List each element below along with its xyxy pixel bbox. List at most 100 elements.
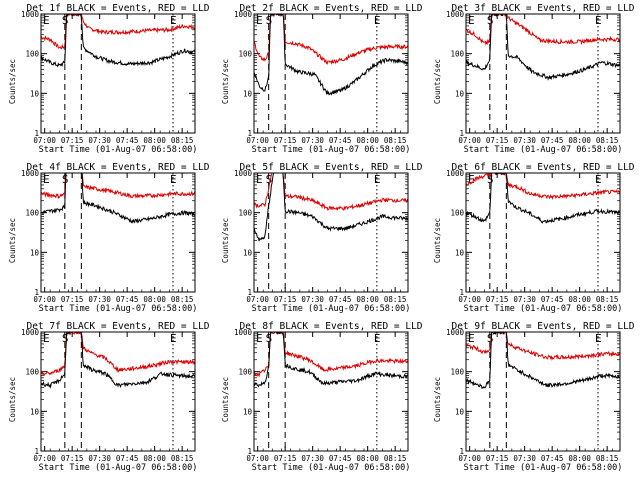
y-tick-label: 10 bbox=[30, 89, 40, 98]
y-axis-label: Counts/sec bbox=[8, 218, 17, 263]
panel-1: Det 1f BLACK = Events, RED = LLD 1 10 100 10… bbox=[8, 3, 210, 155]
x-tick-label: 08:15 bbox=[596, 295, 619, 304]
x-tick-label: 07:15 bbox=[486, 454, 509, 463]
panel-title-detector: Det 8f bbox=[239, 321, 273, 332]
panel-title: Det 7f BLACK = Events, RED = LLD bbox=[26, 321, 209, 332]
panel-title-detector: Det 9f bbox=[451, 321, 485, 332]
y-tick-label: 1 bbox=[247, 129, 252, 138]
x-axis-label: Start Time (01-Aug-07 06:58:00) bbox=[252, 304, 411, 314]
e-end-marker-label: E bbox=[595, 14, 602, 27]
plot-area bbox=[41, 332, 195, 389]
plot-area bbox=[466, 332, 620, 390]
y-tick-label: 10 bbox=[30, 407, 40, 416]
x-tick-label: 07:45 bbox=[116, 454, 139, 463]
plot-frame bbox=[40, 13, 196, 134]
y-tick-label: 1000 bbox=[21, 328, 40, 337]
y-tick-label: 1 bbox=[459, 288, 464, 297]
y-tick-label: 1 bbox=[459, 129, 464, 138]
events-series-line bbox=[466, 173, 620, 224]
y-axis-label: Counts/sec bbox=[221, 377, 230, 422]
e-start-marker-label: E bbox=[43, 14, 50, 27]
panel-title-legend: BLACK = Events, RED = LLD bbox=[61, 162, 210, 173]
x-tick-label: 08:15 bbox=[384, 454, 407, 463]
y-tick-label: 1 bbox=[34, 447, 39, 456]
x-tick-label: 07:45 bbox=[329, 136, 352, 145]
e-start-marker-label: E bbox=[256, 14, 263, 27]
panel-title-detector: Det 5f bbox=[239, 162, 273, 173]
y-axis-label: Counts/sec bbox=[433, 218, 442, 263]
panel-4: Det 4f BLACK = Events, RED = LLD 1 10 100 10… bbox=[8, 162, 210, 314]
y-tick-label: 100 bbox=[238, 368, 252, 377]
x-tick-label: 07:00 bbox=[246, 454, 269, 463]
x-tick-label: 07:45 bbox=[116, 136, 139, 145]
panel-title-legend: BLACK = Events, RED = LLD bbox=[274, 162, 423, 173]
lld-series-line bbox=[254, 14, 408, 66]
y-axis-label: Counts/sec bbox=[433, 59, 442, 104]
y-tick-label: 100 bbox=[450, 50, 464, 59]
plot-frame bbox=[253, 331, 409, 452]
y-tick-label: 10 bbox=[243, 407, 253, 416]
events-series-line bbox=[254, 14, 408, 96]
x-tick-label: 07:45 bbox=[329, 295, 352, 304]
s-marker-label: S bbox=[266, 14, 273, 27]
e-end-marker-label: E bbox=[170, 173, 177, 186]
s-marker-label: S bbox=[62, 14, 69, 27]
y-axis-label: Counts/sec bbox=[433, 377, 442, 422]
e-end-marker-label: E bbox=[374, 173, 381, 186]
events-series-line bbox=[254, 332, 408, 388]
s-marker-label: S bbox=[62, 332, 69, 345]
panel-title: Det 5f BLACK = Events, RED = LLD bbox=[239, 162, 422, 173]
x-tick-label: 08:00 bbox=[568, 136, 591, 145]
panel-title: Det 2f BLACK = Events, RED = LLD bbox=[239, 3, 422, 14]
x-tick-label: 08:00 bbox=[143, 454, 166, 463]
y-tick-label: 1000 bbox=[21, 10, 40, 19]
events-series-line bbox=[41, 14, 195, 68]
x-axis-label: Start Time (01-Aug-07 06:58:00) bbox=[39, 145, 198, 155]
y-tick-label: 1000 bbox=[21, 169, 40, 178]
y-tick-label: 10 bbox=[243, 248, 253, 257]
panel-title-legend: BLACK = Events, RED = LLD bbox=[61, 3, 210, 14]
x-tick-label: 07:30 bbox=[513, 136, 536, 145]
e-end-marker-label: E bbox=[170, 332, 177, 345]
x-tick-label: 07:15 bbox=[274, 136, 297, 145]
e-start-marker-label: E bbox=[468, 332, 475, 345]
y-tick-label: 1 bbox=[459, 447, 464, 456]
x-tick-label: 07:00 bbox=[458, 454, 481, 463]
panel-8: Det 8f BLACK = Events, RED = LLD 1 10 100 10… bbox=[221, 321, 423, 473]
s-marker-label: S bbox=[266, 332, 273, 345]
e-end-marker-label: E bbox=[595, 332, 602, 345]
x-tick-label: 08:15 bbox=[171, 454, 194, 463]
x-tick-label: 07:15 bbox=[61, 136, 84, 145]
y-tick-label: 100 bbox=[25, 50, 39, 59]
x-axis-label: Start Time (01-Aug-07 06:58:00) bbox=[464, 145, 623, 155]
y-tick-label: 1000 bbox=[446, 10, 465, 19]
x-tick-label: 07:30 bbox=[88, 454, 111, 463]
x-tick-label: 08:00 bbox=[356, 136, 379, 145]
e-start-marker-label: E bbox=[256, 173, 263, 186]
plot-area bbox=[254, 14, 408, 96]
x-tick-label: 07:15 bbox=[274, 295, 297, 304]
y-axis-label: Counts/sec bbox=[8, 377, 17, 422]
y-tick-label: 100 bbox=[238, 50, 252, 59]
y-tick-label: 1000 bbox=[234, 169, 253, 178]
y-tick-label: 10 bbox=[455, 407, 465, 416]
x-axis-label: Start Time (01-Aug-07 06:58:00) bbox=[464, 304, 623, 314]
x-axis-label: Start Time (01-Aug-07 06:58:00) bbox=[39, 304, 198, 314]
panel-title-legend: BLACK = Events, RED = LLD bbox=[486, 162, 635, 173]
x-tick-label: 07:15 bbox=[61, 454, 84, 463]
y-tick-label: 100 bbox=[238, 209, 252, 218]
x-axis-label: Start Time (01-Aug-07 06:58:00) bbox=[464, 463, 623, 473]
panel-title-legend: BLACK = Events, RED = LLD bbox=[486, 321, 635, 332]
panel-title-legend: BLACK = Events, RED = LLD bbox=[274, 321, 423, 332]
y-tick-label: 1 bbox=[247, 447, 252, 456]
e-start-marker-label: E bbox=[43, 332, 50, 345]
panel-title-detector: Det 1f bbox=[26, 3, 60, 14]
e-end-marker-label: E bbox=[595, 173, 602, 186]
y-tick-label: 1 bbox=[34, 129, 39, 138]
x-tick-label: 07:30 bbox=[88, 136, 111, 145]
x-tick-label: 07:45 bbox=[116, 295, 139, 304]
x-tick-label: 08:15 bbox=[384, 136, 407, 145]
x-tick-label: 07:00 bbox=[458, 136, 481, 145]
panel-title: Det 3f BLACK = Events, RED = LLD bbox=[451, 3, 634, 14]
